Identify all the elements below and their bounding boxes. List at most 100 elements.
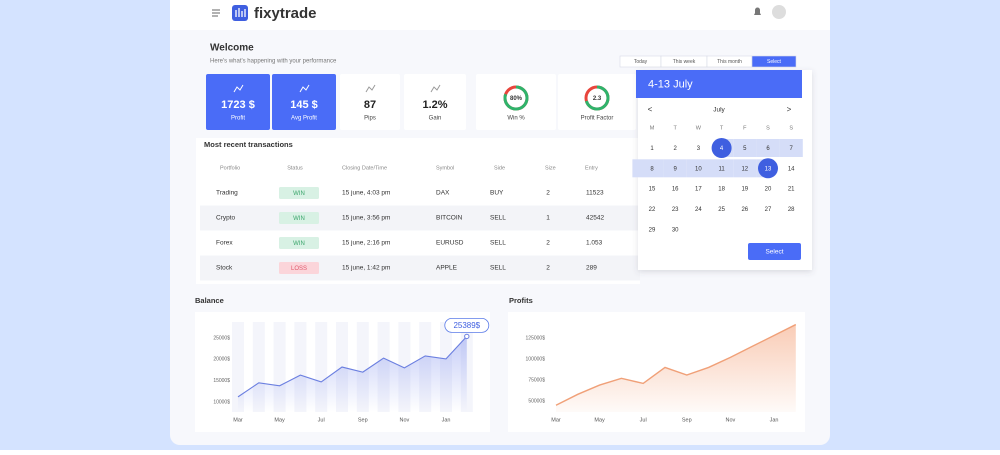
stat-card xyxy=(558,74,636,130)
weekday: F xyxy=(743,125,747,131)
range-button[interactable] xyxy=(751,55,797,68)
x-tick-label: May xyxy=(594,417,605,423)
day[interactable]: 30 xyxy=(672,227,679,233)
avatar[interactable] xyxy=(772,5,786,19)
calendar-select-label: Select xyxy=(765,249,783,256)
weekday: M xyxy=(650,125,655,131)
stat-value: 145 $ xyxy=(290,99,318,111)
stat-value: 1723 $ xyxy=(221,99,255,111)
day[interactable]: 26 xyxy=(741,207,748,213)
status-badge xyxy=(279,262,319,274)
day[interactable]: 28 xyxy=(788,207,795,213)
status-badge xyxy=(279,237,319,249)
stat-label: Profit xyxy=(231,116,245,122)
stat-card xyxy=(340,74,400,130)
table-title: Most recent transactions xyxy=(204,140,293,149)
weekday: T xyxy=(674,125,678,131)
range-end xyxy=(758,158,778,179)
table-row-bg xyxy=(200,255,640,281)
status-badge xyxy=(279,187,319,199)
table-cell: Stock xyxy=(216,265,233,272)
menu-icon[interactable] xyxy=(212,9,220,17)
day[interactable]: 16 xyxy=(672,187,679,193)
weekday: T xyxy=(720,125,724,131)
range-end xyxy=(711,138,732,158)
area xyxy=(556,324,796,412)
range-button-label: Today xyxy=(634,59,648,65)
table-cell: 15 june, 2:16 pm xyxy=(342,240,390,247)
table-cell: Trading xyxy=(216,190,238,197)
x-tick-label: Sep xyxy=(358,417,368,423)
day[interactable]: 7 xyxy=(790,146,794,152)
value-label: 25389$ xyxy=(453,321,480,330)
brand: fixytrade xyxy=(254,5,317,22)
day[interactable]: 4 xyxy=(720,146,724,152)
day[interactable]: 19 xyxy=(741,187,748,193)
day[interactable]: 17 xyxy=(695,187,702,193)
range-band xyxy=(632,159,664,178)
y-tick-label: 15000$ xyxy=(213,378,230,384)
table-cell: SELL xyxy=(490,215,506,222)
range-band xyxy=(733,139,757,157)
day[interactable]: 24 xyxy=(695,207,702,213)
day[interactable]: 21 xyxy=(788,187,795,193)
stat-label: Win % xyxy=(507,116,525,122)
day[interactable]: 12 xyxy=(741,166,748,172)
calendar-select[interactable] xyxy=(748,243,801,260)
x-tick-label: Nov xyxy=(726,417,736,423)
day[interactable]: 5 xyxy=(743,146,747,152)
day[interactable]: 23 xyxy=(672,207,679,213)
y-tick-label: 100000$ xyxy=(526,356,546,362)
stat-label: Pips xyxy=(364,116,376,122)
day[interactable]: 6 xyxy=(766,146,770,152)
day[interactable]: 27 xyxy=(765,207,772,213)
day[interactable]: 29 xyxy=(649,227,656,233)
day[interactable]: 14 xyxy=(788,166,795,172)
calendar-next[interactable]: > xyxy=(787,105,792,114)
table-header: Symbol xyxy=(436,165,454,171)
day[interactable]: 13 xyxy=(765,166,772,172)
table-cell: 2 xyxy=(546,190,550,197)
column-bg xyxy=(252,322,265,412)
y-tick-label: 75000$ xyxy=(528,377,545,383)
day[interactable]: 2 xyxy=(674,146,678,152)
day[interactable]: 18 xyxy=(718,187,725,193)
status-text: WIN xyxy=(293,191,305,197)
day[interactable]: 11 xyxy=(718,166,725,172)
day[interactable]: 3 xyxy=(697,146,701,152)
day[interactable]: 20 xyxy=(765,187,772,193)
calendar-prev[interactable]: < xyxy=(648,105,653,114)
chart-title: Balance xyxy=(195,296,224,305)
table-header: Portfolio xyxy=(220,165,240,171)
weekday: S xyxy=(789,125,793,131)
y-tick-label: 25000$ xyxy=(213,335,230,341)
day[interactable]: 1 xyxy=(650,146,654,152)
day[interactable]: 9 xyxy=(674,166,678,172)
table-header: Status xyxy=(287,165,303,171)
status-text: WIN xyxy=(293,216,305,222)
day[interactable]: 22 xyxy=(649,207,656,213)
stat-value: 80% xyxy=(510,96,523,102)
donut-arc xyxy=(584,85,610,111)
table-header: Side xyxy=(494,165,505,171)
stat-icon xyxy=(430,84,441,93)
callout xyxy=(444,317,490,333)
day[interactable]: 25 xyxy=(718,207,725,213)
y-tick-label: 20000$ xyxy=(213,357,230,363)
line xyxy=(555,323,797,406)
x-tick-label: Mar xyxy=(233,417,243,423)
x-tick-label: Jan xyxy=(442,417,451,423)
table-cell: APPLE xyxy=(436,265,458,272)
day[interactable]: 15 xyxy=(649,187,656,193)
range-band xyxy=(663,159,687,178)
day[interactable]: 8 xyxy=(650,166,654,172)
bell[interactable] xyxy=(754,7,761,16)
day[interactable]: 10 xyxy=(695,166,702,172)
y-tick-label: 50000$ xyxy=(528,398,545,404)
table-cell: DAX xyxy=(436,190,450,197)
point xyxy=(464,333,470,340)
table-cell: SELL xyxy=(490,240,506,247)
table-cell: 1.053 xyxy=(586,240,603,247)
